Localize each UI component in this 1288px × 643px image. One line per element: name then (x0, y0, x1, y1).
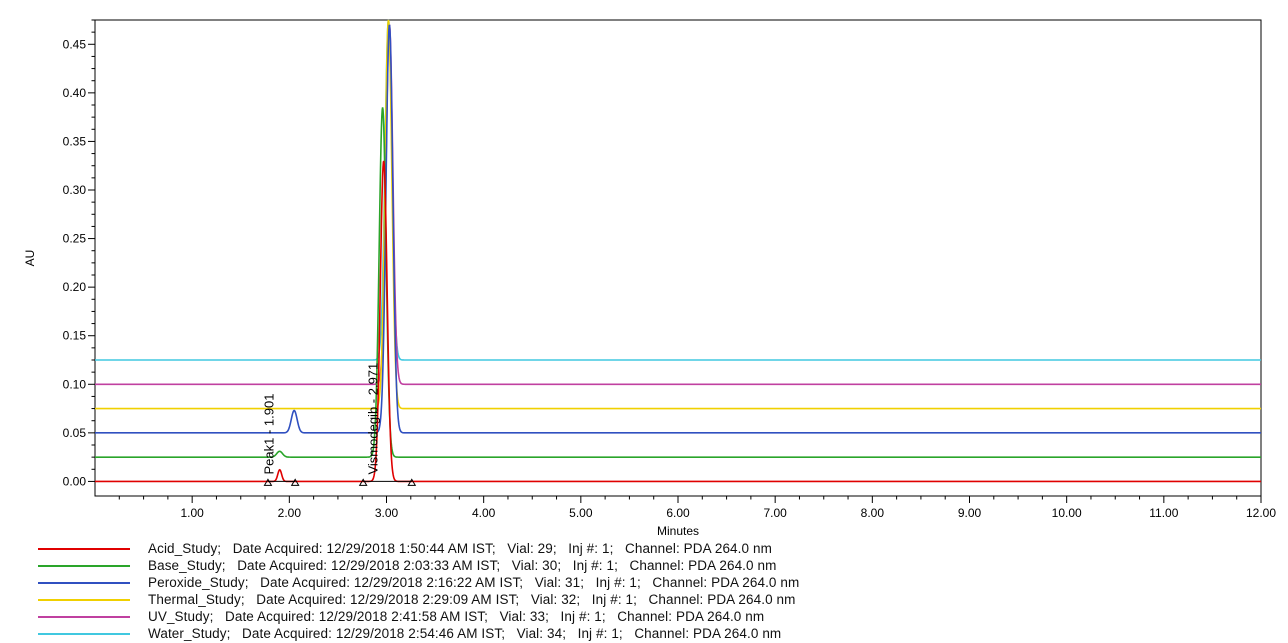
y-tick-label: 0.40 (63, 86, 87, 100)
x-axis-ticks: 1.00 2.00 3.00 4.00 5.00 6.00 7.00 8.00 9.00 10.0… (118, 496, 1276, 520)
legend: Acid_Study; Date Acquired: 12/29/2018 1:… (38, 540, 799, 642)
chromatogram-chart: Peak1 - 1.901 Vismodegib - 2.971 1.00 2.00… (23, 19, 1276, 538)
x-tick-label: 6.00 (666, 506, 690, 520)
x-tick-label: 4.00 (472, 506, 496, 520)
x-tick-label: 3.00 (375, 506, 399, 520)
integration-marker-layer (263, 478, 417, 486)
legend-swatch (38, 598, 130, 601)
y-tick-label: 0.45 (63, 37, 87, 51)
legend-label: Acid_Study; Date Acquired: 12/29/2018 1:… (148, 541, 772, 556)
x-tick-label: 9.00 (958, 506, 982, 520)
integration-marker-0-1 (290, 478, 300, 486)
y-tick-label: 0.10 (63, 377, 87, 391)
x-tick-label: 11.00 (1149, 506, 1178, 520)
legend-label: Water_Study; Date Acquired: 12/29/2018 2… (148, 626, 782, 641)
y-axis-title: AU (23, 250, 37, 267)
peak-label-0: Peak1 - 1.901 (262, 394, 277, 475)
legend-label: Base_Study; Date Acquired: 12/29/2018 2:… (148, 558, 777, 573)
legend-swatch (38, 632, 130, 635)
y-tick-label: 0.30 (63, 183, 87, 197)
legend-swatch (38, 581, 130, 584)
integration-marker-1-1 (407, 478, 417, 486)
y-tick-label: 0.25 (63, 232, 87, 246)
legend-swatch (38, 564, 130, 567)
legend-item: Peroxide_Study; Date Acquired: 12/29/201… (38, 574, 799, 591)
y-tick-label: 0.35 (63, 134, 87, 148)
legend-swatch (38, 547, 130, 550)
series-line-thermal-study (95, 19, 1261, 410)
y-axis-ticks: 0.00 0.05 0.10 0.15 0.20 0.25 0.30 0.35 0.40 0.45 (63, 19, 95, 488)
x-tick-label: 1.00 (180, 506, 204, 520)
integration-marker-0-0 (263, 478, 273, 486)
x-tick-label: 5.00 (569, 506, 593, 520)
x-axis-title: Minutes (657, 524, 699, 538)
legend-item: Base_Study; Date Acquired: 12/29/2018 2:… (38, 557, 799, 574)
peak-annotation-layer: Peak1 - 1.901 Vismodegib - 2.971 (262, 363, 381, 475)
y-tick-label: 0.05 (63, 426, 87, 440)
legend-item: UV_Study; Date Acquired: 12/29/2018 2:41… (38, 608, 799, 625)
series-line-peroxide-study (95, 24, 1261, 434)
legend-item: Acid_Study; Date Acquired: 12/29/2018 1:… (38, 540, 799, 557)
legend-label: Thermal_Study; Date Acquired: 12/29/2018… (148, 592, 796, 607)
legend-item: Thermal_Study; Date Acquired: 12/29/2018… (38, 591, 799, 608)
integration-marker-1-0 (358, 478, 368, 486)
y-tick-label: 0.20 (63, 280, 87, 294)
y-tick-label: 0.00 (63, 474, 87, 488)
x-tick-label: 10.00 (1052, 506, 1082, 520)
series-line-uv-study (95, 24, 1261, 386)
x-tick-label: 7.00 (763, 506, 787, 520)
legend-swatch (38, 615, 130, 618)
series-line-water-study (95, 19, 1261, 361)
x-tick-label: 12.00 (1246, 506, 1276, 520)
x-tick-label: 2.00 (278, 506, 302, 520)
series-line-base-study (95, 107, 1261, 458)
legend-label: Peroxide_Study; Date Acquired: 12/29/201… (148, 575, 800, 590)
peak-label-1: Vismodegib - 2.971 (366, 363, 381, 475)
legend-label: UV_Study; Date Acquired: 12/29/2018 2:41… (148, 609, 765, 624)
legend-item: Water_Study; Date Acquired: 12/29/2018 2… (38, 625, 799, 642)
y-tick-label: 0.15 (63, 329, 87, 343)
x-tick-label: 8.00 (861, 506, 885, 520)
